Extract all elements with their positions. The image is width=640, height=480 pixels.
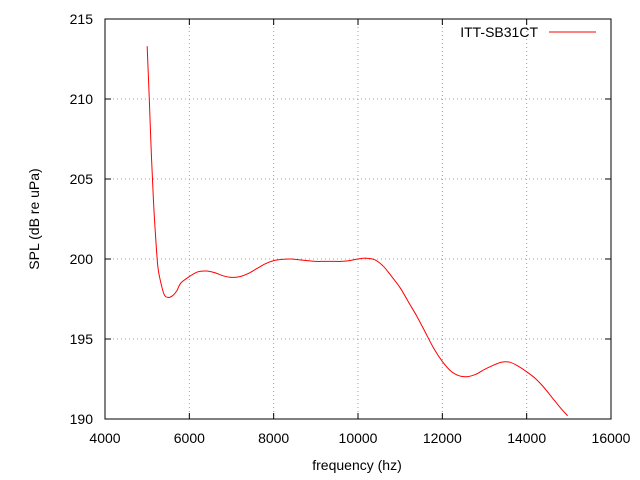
x-tick-label: 16000 (592, 430, 631, 446)
y-tick-label: 210 (70, 91, 94, 107)
y-tick-label: 215 (70, 11, 94, 27)
plot-frame (104, 18, 612, 420)
x-tick-label: 8000 (258, 430, 289, 446)
grid (105, 19, 611, 419)
series-layer (146, 46, 568, 417)
x-tick-label: 4000 (89, 430, 120, 446)
x-tick-label: 12000 (423, 430, 462, 446)
y-tick-label: 195 (70, 331, 94, 347)
y-tick-label: 205 (70, 171, 94, 187)
x-tick-label: 10000 (339, 430, 378, 446)
x-axis-title: frequency (hz) (312, 457, 401, 473)
y-axis-title: SPL (dB re uPa) (26, 168, 42, 269)
x-tick-label: 14000 (507, 430, 546, 446)
y-tick-label: 200 (70, 251, 94, 267)
legend-label-series-0: ITT-SB31CT (460, 24, 538, 40)
y-tick-label: 190 (70, 411, 94, 427)
legend: ITT-SB31CT (460, 24, 596, 40)
axis-ticks: 4000 6000 8000 10000 12000 14000 16000 190 195 20… (70, 11, 631, 446)
x-tick-label: 6000 (174, 430, 205, 446)
series-line-0 (146, 46, 568, 417)
